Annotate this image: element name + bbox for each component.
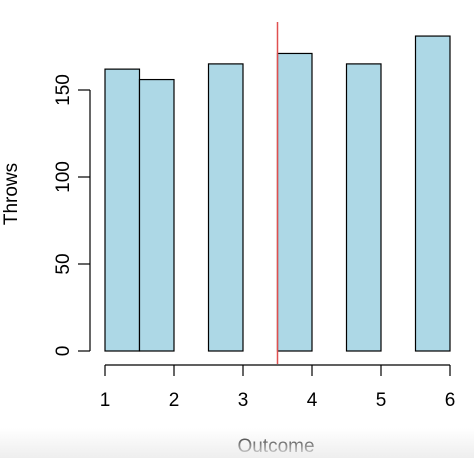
- bar-5: [345, 63, 382, 352]
- x-tick-label-5: 5: [376, 390, 387, 411]
- x-axis-label: Outcome: [237, 436, 314, 457]
- x-axis: 1 2 3 4 5 6: [100, 364, 456, 411]
- x-tick-label-3: 3: [238, 390, 249, 411]
- y-tick-label-150: 150: [53, 74, 74, 106]
- x-tick-label-4: 4: [307, 390, 318, 411]
- bar-3: [207, 63, 244, 352]
- y-axis: 0 50 100 150: [53, 74, 91, 357]
- bar-1: [104, 68, 141, 352]
- x-tick-label-6: 6: [445, 390, 456, 411]
- bar-4: [276, 52, 313, 352]
- x-tick-label-2: 2: [169, 390, 180, 411]
- y-axis-label: Throws: [1, 163, 22, 225]
- y-tick-label-100: 100: [53, 161, 74, 193]
- y-tick-label-0: 0: [53, 346, 74, 357]
- y-tick-label-50: 50: [53, 253, 74, 274]
- bars-group: [104, 35, 451, 352]
- bar-2: [138, 78, 175, 352]
- x-tick-label-1: 1: [100, 390, 111, 411]
- bar-6: [414, 35, 451, 352]
